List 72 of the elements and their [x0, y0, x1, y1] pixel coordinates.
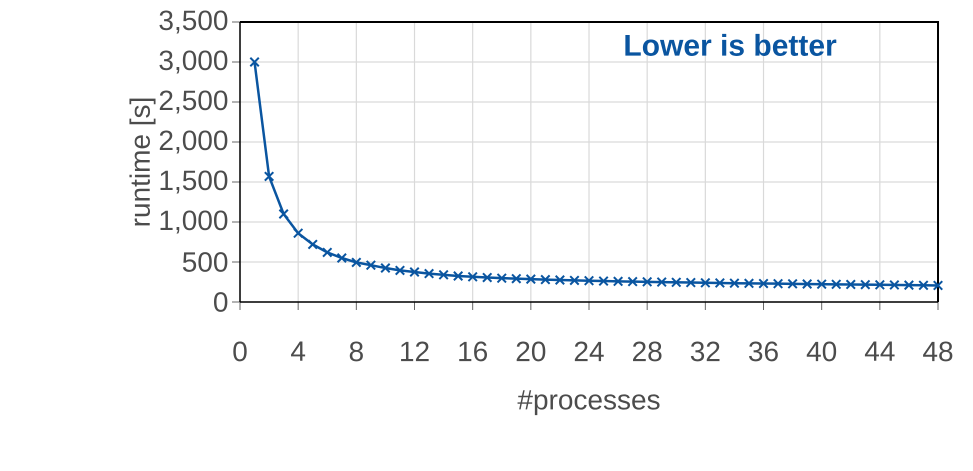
point: [584, 275, 594, 286]
point: [554, 274, 566, 286]
y-tick-label: 1,500: [160, 170, 228, 194]
point: [467, 272, 478, 282]
point: [846, 279, 856, 290]
x-tick-label: 48: [923, 342, 952, 362]
y-tick-label: 2,000: [160, 130, 228, 154]
y-tick-label: 0: [214, 292, 228, 312]
point: [714, 278, 726, 288]
point: [511, 273, 522, 284]
point: [496, 272, 507, 284]
x-tick-label: 8: [350, 342, 363, 362]
point: [452, 270, 464, 282]
point: [292, 228, 304, 238]
point: [860, 279, 871, 290]
point: [932, 280, 944, 291]
point: [366, 260, 376, 270]
x-tick-label: 28: [633, 342, 662, 362]
point: [787, 278, 798, 290]
point: [904, 280, 914, 290]
point: [307, 239, 318, 250]
point: [438, 270, 449, 280]
point: [918, 280, 929, 291]
point: [249, 56, 260, 68]
point: [424, 268, 434, 279]
point: [889, 280, 900, 290]
x-tick-label: 36: [749, 342, 778, 362]
point: [540, 274, 551, 285]
point: [336, 252, 348, 264]
x-tick-label: 4: [291, 342, 306, 361]
x-tick-label: 16: [459, 342, 488, 362]
x-tick-label: 44: [864, 342, 895, 361]
x-tick-label: 40: [806, 342, 836, 362]
annotation: Lower is better: [625, 34, 836, 56]
point: [700, 278, 711, 288]
point: [830, 279, 842, 290]
point: [598, 276, 609, 286]
point: [642, 276, 652, 288]
x-tick-label: 20: [516, 342, 546, 362]
x-tick-label: 0: [233, 342, 247, 362]
x-axis-title: #processes: [518, 390, 660, 416]
point: [278, 208, 289, 220]
point: [729, 278, 740, 288]
y-tick-label: 1,000: [160, 210, 228, 234]
point: [612, 276, 624, 287]
point: [874, 280, 886, 290]
x-tick-label: 24: [574, 342, 604, 362]
point: [322, 247, 332, 258]
point: [671, 277, 682, 288]
y-tick-label: 2,500: [160, 90, 228, 114]
y-axis-title: runtime [s]: [129, 98, 156, 226]
point: [772, 278, 784, 289]
point: [351, 257, 362, 268]
point: [816, 278, 827, 290]
point: [482, 272, 492, 283]
point: [627, 276, 638, 287]
y-tick-label: 500: [182, 252, 228, 272]
point: [686, 277, 696, 288]
point: [758, 278, 769, 289]
point: [394, 265, 406, 276]
point: [526, 274, 536, 284]
point: [744, 278, 754, 289]
point: [569, 275, 580, 286]
point: [380, 262, 391, 274]
x-tick-label: 32: [690, 342, 720, 362]
point: [409, 266, 420, 278]
point: [656, 276, 667, 288]
point: [264, 171, 274, 182]
point: [802, 278, 812, 290]
y-tick-label: 3,500: [159, 10, 228, 34]
y-tick-label: 3,000: [159, 50, 228, 74]
x-tick-label: 12: [401, 342, 429, 362]
